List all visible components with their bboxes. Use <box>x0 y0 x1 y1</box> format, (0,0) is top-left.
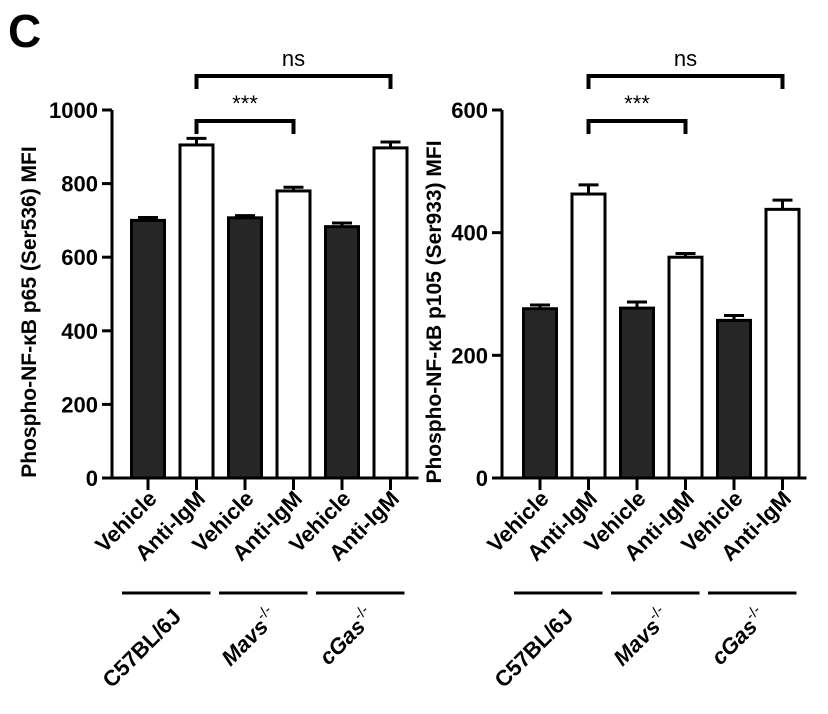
significance-bracket <box>586 74 785 89</box>
group-label: C57BL/6J <box>97 604 186 693</box>
bar-1 <box>522 307 558 480</box>
bar-6 <box>764 207 801 480</box>
y-axis-label: Phospho-NF-κB p65 (Ser536) MFI <box>18 146 41 477</box>
panel-label: C <box>8 5 42 57</box>
significance-label: ns <box>674 46 697 71</box>
significance-label: ns <box>282 46 305 71</box>
group-name: C57BL/6J <box>489 604 578 693</box>
y-tick-label: 200 <box>451 343 488 368</box>
significance-label: *** <box>624 91 650 116</box>
bar-1 <box>130 218 166 480</box>
bar-2 <box>178 143 215 480</box>
significance-bracket <box>194 119 296 134</box>
bar-3 <box>227 216 263 480</box>
bar-5 <box>324 225 360 480</box>
bar-3 <box>619 306 655 480</box>
y-tick-label: 600 <box>451 98 488 123</box>
y-tick-label: 0 <box>86 466 98 491</box>
y-tick-label: 400 <box>61 319 98 344</box>
chart-2: Phospho-NF-κB p105 (Ser933) MFI 0 200 400 60… <box>423 46 807 692</box>
bar-6 <box>372 146 409 480</box>
y-tick-label: 800 <box>61 172 98 197</box>
bar-4 <box>275 189 312 480</box>
group-label: C57BL/6J <box>489 604 578 693</box>
significance-bracket <box>586 119 688 134</box>
group-label: Mavs-/- <box>214 602 283 671</box>
bar-5 <box>716 318 752 480</box>
group-label: Mavs-/- <box>606 602 675 671</box>
y-tick-label: 200 <box>61 392 98 417</box>
y-tick-label: 600 <box>61 245 98 270</box>
bar-2 <box>570 192 607 480</box>
significance-label: *** <box>232 91 258 116</box>
bar-4 <box>667 255 704 480</box>
significance-bracket <box>194 74 393 89</box>
y-tick-label: 400 <box>451 221 488 246</box>
chart-1: Phospho-NF-κB p65 (Ser536) MFI 0 200 400 600… <box>18 46 419 692</box>
group-name: C57BL/6J <box>97 604 186 693</box>
y-axis-label: Phospho-NF-κB p105 (Ser933) MFI <box>423 140 446 483</box>
group-label: cGas-/- <box>312 602 380 670</box>
group-label: cGas-/- <box>704 602 772 670</box>
y-tick-label: 1000 <box>49 98 98 123</box>
y-tick-label: 0 <box>476 466 488 491</box>
